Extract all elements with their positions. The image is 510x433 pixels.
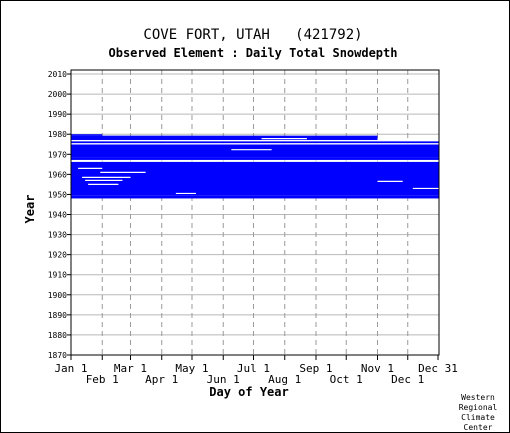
credit-line-1: Western [461, 393, 495, 402]
observed-block [71, 144, 439, 158]
x-tick-label: Sep 1 [299, 362, 332, 375]
x-tick-label: Aug 1 [268, 373, 301, 386]
y-tick-label: 1950 [48, 190, 67, 199]
y-tick-label: 1970 [48, 150, 67, 159]
y-tick-label: 1960 [48, 170, 67, 179]
x-tick-label: Feb 1 [86, 373, 119, 386]
x-axis-label: Day of Year [209, 385, 288, 399]
y-tick-label: 1940 [48, 211, 67, 220]
x-tick-label: Nov 1 [361, 362, 394, 375]
x-tick-label: Dec 31 [418, 362, 458, 375]
observed-block [71, 157, 439, 160]
x-axis: Jan 1 Mar 1 May 1 Jul 1 Sep 1 Nov 1 Dec 31 Feb … [54, 355, 458, 386]
x-tick-label: Jul 1 [237, 362, 270, 375]
y-tick-label: 1980 [48, 130, 67, 139]
y-tick-label: 1890 [48, 311, 67, 320]
observed-block [71, 135, 378, 141]
data-layer [71, 134, 439, 199]
observed-block [71, 141, 439, 144]
y-tick-label: 1920 [48, 251, 67, 260]
chart-subtitle: Observed Element : Daily Total Snowdepth [109, 46, 398, 60]
plot-area-border [70, 69, 440, 356]
x-tick-label: May 1 [175, 362, 208, 375]
grid-layer [71, 70, 439, 355]
x-tick-label: Mar 1 [114, 362, 147, 375]
x-tick-label: Jun 1 [207, 373, 240, 386]
credit-line-4: Center [464, 423, 493, 432]
y-tick-label: 2000 [48, 90, 67, 99]
y-tick-label: 1870 [48, 351, 67, 360]
x-tick-label: Apr 1 [145, 373, 178, 386]
gap-layer [71, 138, 439, 195]
y-tick-label: 1990 [48, 110, 67, 119]
credit-line-3: Climate [461, 413, 495, 422]
x-tick-label: Dec 1 [391, 373, 424, 386]
y-tick-label: 1880 [48, 331, 67, 340]
x-tick-label: Oct 1 [330, 373, 363, 386]
x-tick-label: Jan 1 [54, 362, 87, 375]
credit-line-2: Regional [459, 403, 498, 412]
chart-title: COVE FORT, UTAH (421792) [143, 27, 362, 43]
observed-block [71, 134, 103, 136]
observed-block [71, 195, 439, 199]
y-tick-label: 1900 [48, 291, 67, 300]
y-tick-label: 1930 [48, 231, 67, 240]
y-tick-label: 1910 [48, 271, 67, 280]
y-axis: 2010 2000 1990 1980 1970 1960 1950 1940 1930 1920… [48, 70, 71, 360]
credit-block: Western Regional Climate Center [459, 393, 498, 432]
observed-block [71, 161, 439, 196]
y-tick-label: 2010 [48, 70, 67, 79]
y-axis-label: Year [23, 195, 37, 224]
